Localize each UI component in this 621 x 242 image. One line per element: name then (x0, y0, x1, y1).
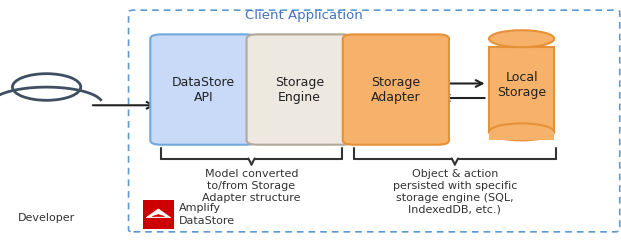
Ellipse shape (489, 123, 554, 140)
FancyBboxPatch shape (150, 34, 256, 145)
Bar (489, 132, 554, 140)
Bar (489, 47, 554, 132)
FancyBboxPatch shape (343, 34, 449, 145)
Bar (143, 200, 174, 229)
FancyBboxPatch shape (129, 10, 620, 232)
FancyBboxPatch shape (247, 34, 353, 145)
Ellipse shape (489, 30, 554, 47)
Text: Object & action
persisted with specific
storage engine (SQL,
IndexedDB, etc.): Object & action persisted with specific … (392, 169, 517, 214)
Polygon shape (152, 215, 165, 216)
Text: Client Application: Client Application (245, 9, 363, 22)
Text: Amplify
DataStore: Amplify DataStore (179, 203, 235, 226)
Polygon shape (146, 209, 171, 218)
Text: Developer: Developer (18, 213, 75, 223)
Text: Local
Storage: Local Storage (497, 71, 546, 99)
Text: DataStore
API: DataStore API (172, 76, 235, 104)
Text: Storage
Engine: Storage Engine (275, 76, 324, 104)
Text: Storage
Adapter: Storage Adapter (371, 76, 420, 104)
Text: Model converted
to/from Storage
Adapter structure: Model converted to/from Storage Adapter … (202, 169, 301, 203)
